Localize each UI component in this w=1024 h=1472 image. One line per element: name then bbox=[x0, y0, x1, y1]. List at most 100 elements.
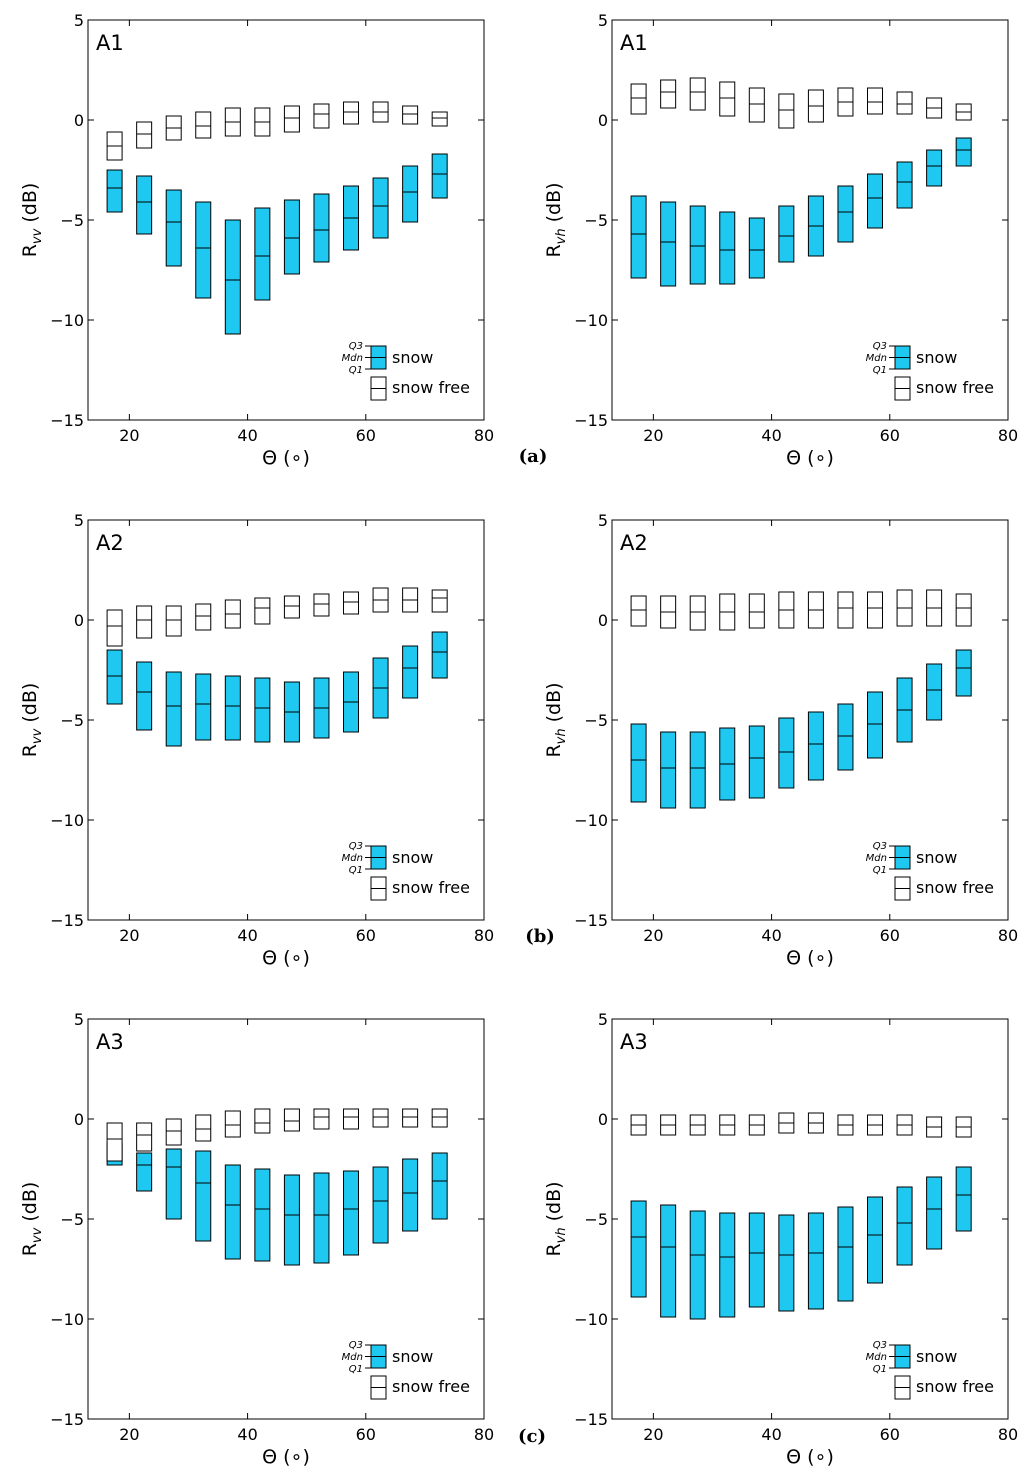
legend-label-snow: snow bbox=[392, 848, 433, 867]
x-tick-label: 60 bbox=[356, 926, 376, 945]
box-snow bbox=[748, 217, 765, 279]
box-snow-free bbox=[896, 91, 913, 115]
box-snow bbox=[195, 1150, 212, 1242]
legend-q3: Q3 bbox=[349, 1340, 363, 1351]
series-snow-free bbox=[106, 587, 448, 647]
chart-panel-a2-vh: 5 0 −5 −10 −15 20 40 60 80 Θ (∘) Rvh (dB) A2 Q3MdnQ1… bbox=[543, 511, 1018, 969]
y-tick-label: −5 bbox=[60, 1210, 84, 1229]
box-snow-free bbox=[748, 87, 765, 123]
box-snow bbox=[372, 177, 389, 239]
legend-q1: Q1 bbox=[873, 1364, 887, 1375]
y-tick-label: −15 bbox=[574, 911, 608, 930]
chart-panel-a1-vh: 5 0 −5 −10 −15 20 40 60 80 Θ (∘) Rvh (dB) A1 Q3MdnQ1… bbox=[543, 11, 1018, 469]
y-tick-label: −15 bbox=[574, 411, 608, 430]
x-axis-label: Θ (∘) bbox=[262, 1446, 310, 1468]
box-snow bbox=[283, 199, 300, 275]
box-snow bbox=[343, 1170, 360, 1256]
y-tick-label: 5 bbox=[598, 1010, 608, 1029]
x-axis-label: Θ (∘) bbox=[786, 1446, 834, 1468]
series-snow-free bbox=[630, 589, 972, 631]
panel-label: A2 bbox=[96, 531, 124, 555]
y-axis-label-sub: vh bbox=[554, 728, 569, 744]
y-axis-label: Rvh (dB) bbox=[543, 682, 569, 757]
legend-mdn: Mdn bbox=[342, 1352, 363, 1363]
box-snow-free bbox=[343, 101, 360, 125]
legend-mdn: Mdn bbox=[866, 353, 887, 364]
box-snow-free bbox=[402, 105, 419, 125]
y-axis-label: Rvh (dB) bbox=[543, 182, 569, 257]
box-snow bbox=[955, 1166, 972, 1232]
x-tick-label: 80 bbox=[474, 926, 494, 945]
box-snow bbox=[660, 201, 677, 287]
legend-q1: Q1 bbox=[349, 865, 363, 876]
box-snow-free bbox=[313, 1108, 330, 1130]
box-snow-free bbox=[431, 589, 448, 613]
panel-label: A3 bbox=[96, 1030, 124, 1054]
box-snow bbox=[431, 153, 448, 199]
x-tick-label: 80 bbox=[998, 926, 1018, 945]
box-snow-free bbox=[867, 591, 884, 629]
box-snow-free bbox=[719, 81, 736, 117]
box-snow-free bbox=[402, 1108, 419, 1128]
box-snow bbox=[195, 673, 212, 741]
series-snow bbox=[630, 649, 972, 809]
box-snow-free bbox=[195, 603, 212, 631]
x-tick-label: 60 bbox=[880, 426, 900, 445]
x-tick-label: 20 bbox=[643, 926, 663, 945]
legend-q3: Q3 bbox=[349, 841, 363, 852]
box-snow-free bbox=[165, 1118, 182, 1146]
x-tick-label: 40 bbox=[237, 926, 257, 945]
y-tick-label: −15 bbox=[574, 1410, 608, 1429]
box-snow bbox=[719, 211, 736, 285]
x-tick-label: 20 bbox=[643, 1425, 663, 1444]
legend-q3: Q3 bbox=[873, 841, 887, 852]
legend-label-snow: snow bbox=[392, 1347, 433, 1366]
box-snow bbox=[689, 205, 706, 285]
x-axis-label: Θ (∘) bbox=[262, 947, 310, 969]
box-snow bbox=[778, 717, 795, 789]
y-tick-label: −5 bbox=[584, 1210, 608, 1229]
box-snow bbox=[926, 663, 943, 721]
x-tick-label: 40 bbox=[761, 926, 781, 945]
x-tick-label: 60 bbox=[356, 1425, 376, 1444]
box-snow-free bbox=[689, 77, 706, 111]
y-tick-label: −10 bbox=[50, 811, 84, 830]
x-tick-label: 20 bbox=[119, 926, 139, 945]
y-tick-label: −5 bbox=[60, 211, 84, 230]
panel-label: A1 bbox=[620, 31, 648, 55]
y-tick-label: 0 bbox=[74, 611, 84, 630]
y-axis-label-unit: (dB) bbox=[19, 183, 41, 229]
row-caption: (c) bbox=[518, 1426, 546, 1447]
y-tick-label: −10 bbox=[574, 311, 608, 330]
box-snow bbox=[748, 1212, 765, 1308]
box-snow bbox=[106, 169, 123, 213]
box-snow bbox=[136, 175, 153, 235]
box-snow bbox=[837, 703, 854, 771]
legend-label-snow: snow bbox=[916, 348, 957, 367]
box-snow-free bbox=[630, 83, 647, 115]
y-tick-label: −15 bbox=[50, 911, 84, 930]
y-tick-label: 5 bbox=[74, 1010, 84, 1029]
box-snow-free bbox=[313, 593, 330, 617]
box-snow bbox=[224, 219, 241, 335]
box-snow bbox=[837, 1206, 854, 1302]
series-snow-free bbox=[106, 101, 448, 161]
box-snow bbox=[195, 201, 212, 299]
box-snow-free bbox=[283, 1108, 300, 1132]
legend-label-snow-free: snow free bbox=[916, 378, 994, 397]
box-snow bbox=[719, 1212, 736, 1318]
box-snow bbox=[254, 1168, 271, 1262]
y-axis-label: Rvv (dB) bbox=[19, 1182, 45, 1257]
box-snow bbox=[867, 173, 884, 229]
legend-q3: Q3 bbox=[873, 341, 887, 352]
series-snow bbox=[630, 1166, 972, 1320]
box-snow bbox=[313, 1172, 330, 1264]
box-snow bbox=[106, 649, 123, 705]
box-snow-free bbox=[343, 591, 360, 615]
chart-panel-a1-vv: 5 0 −5 −10 −15 20 40 60 80 Θ (∘) Rvv (dB) A1 Q3MdnQ1… bbox=[19, 11, 494, 469]
box-snow bbox=[630, 195, 647, 279]
box-snow bbox=[254, 207, 271, 301]
